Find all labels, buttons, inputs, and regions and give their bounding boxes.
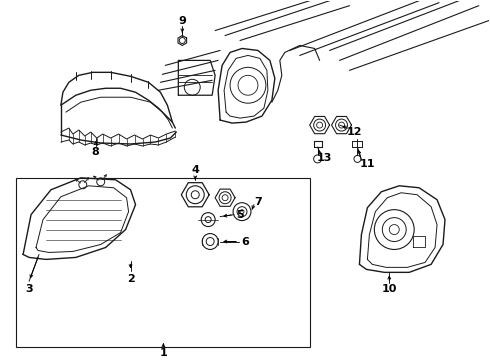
Text: 1: 1 <box>160 348 167 358</box>
Text: 6: 6 <box>241 237 249 247</box>
Text: 13: 13 <box>317 153 332 163</box>
Text: 2: 2 <box>127 274 134 284</box>
Text: 12: 12 <box>347 127 362 137</box>
Text: 8: 8 <box>92 147 99 157</box>
Text: 5: 5 <box>236 210 244 220</box>
Text: 4: 4 <box>191 165 199 175</box>
Text: 10: 10 <box>382 284 397 294</box>
Text: 9: 9 <box>178 15 186 26</box>
Text: 11: 11 <box>360 159 375 169</box>
Text: 7: 7 <box>254 197 262 207</box>
Bar <box>16 178 310 347</box>
Text: 3: 3 <box>25 284 33 294</box>
